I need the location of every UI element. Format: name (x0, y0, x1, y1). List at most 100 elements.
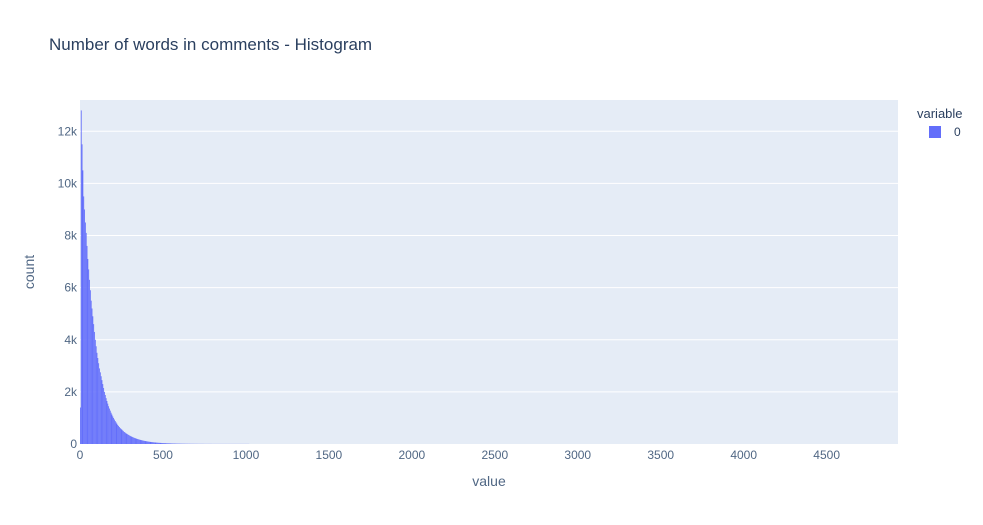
histogram-bar[interactable] (168, 443, 170, 444)
histogram-bar[interactable] (164, 443, 166, 444)
histogram-bar[interactable] (99, 368, 100, 444)
histogram-bar[interactable] (161, 442, 163, 444)
histogram-bar[interactable] (159, 442, 161, 444)
histogram-bar[interactable] (118, 426, 119, 444)
histogram-bar[interactable] (105, 398, 107, 444)
histogram-bar[interactable] (84, 209, 85, 444)
histogram-bar[interactable] (124, 432, 126, 444)
histogram-bar[interactable] (96, 352, 98, 444)
histogram-bar[interactable] (138, 439, 140, 444)
histogram-bar[interactable] (109, 410, 111, 444)
histogram-bar[interactable] (166, 443, 168, 444)
histogram-bar[interactable] (135, 438, 137, 444)
histogram-bar[interactable] (143, 440, 145, 444)
histogram-bar[interactable] (143, 440, 144, 444)
histogram-bar[interactable] (128, 435, 130, 444)
histogram-bar[interactable] (165, 443, 167, 444)
histogram-bar[interactable] (158, 442, 160, 444)
histogram-bar[interactable] (171, 443, 173, 444)
histogram-bar[interactable] (106, 401, 108, 444)
histogram-bar[interactable] (153, 442, 155, 444)
histogram-bar[interactable] (157, 442, 159, 444)
histogram-bar[interactable] (81, 144, 83, 444)
plot-area[interactable] (80, 100, 898, 444)
histogram-bar[interactable] (102, 384, 104, 444)
histogram-bar[interactable] (85, 232, 87, 444)
histogram-bar[interactable] (117, 424, 119, 444)
histogram-bar[interactable] (162, 443, 164, 444)
histogram-bar[interactable] (140, 440, 142, 444)
histogram-bar[interactable] (86, 245, 88, 444)
histogram-bar[interactable] (141, 440, 143, 444)
histogram-bar[interactable] (130, 436, 132, 444)
histogram-bar[interactable] (157, 442, 158, 444)
histogram-bar[interactable] (98, 363, 100, 444)
histogram-bar[interactable] (137, 439, 139, 444)
histogram-bar[interactable] (131, 436, 133, 444)
histogram-bar[interactable] (113, 417, 115, 444)
histogram-bar[interactable] (97, 358, 99, 444)
histogram-bar[interactable] (80, 407, 81, 444)
histogram-bar[interactable] (155, 442, 157, 444)
histogram-bar[interactable] (112, 416, 114, 444)
histogram-bar[interactable] (83, 196, 85, 444)
histogram-bar[interactable] (134, 438, 136, 444)
histogram-bar[interactable] (123, 431, 124, 444)
histogram-bar[interactable] (91, 308, 93, 444)
histogram-bar[interactable] (148, 441, 150, 444)
histogram-bar[interactable] (125, 433, 127, 444)
histogram-bar[interactable] (138, 439, 139, 444)
histogram-bar[interactable] (104, 395, 106, 444)
histogram-bar[interactable] (149, 441, 151, 444)
histogram-bar[interactable] (122, 430, 124, 444)
histogram-bar[interactable] (153, 442, 154, 444)
histogram-bar[interactable] (99, 372, 101, 444)
histogram-bar[interactable] (107, 403, 109, 444)
histogram-bar[interactable] (136, 438, 138, 444)
histogram-bar[interactable] (146, 441, 148, 444)
histogram-bar[interactable] (89, 279, 90, 444)
histogram-bar[interactable] (94, 331, 95, 444)
histogram-bar[interactable] (167, 443, 169, 444)
histogram-bar[interactable] (148, 441, 149, 444)
histogram-bar[interactable] (170, 443, 172, 444)
histogram-bar[interactable] (115, 422, 117, 444)
histogram-bar[interactable] (132, 437, 134, 444)
histogram-bar[interactable] (89, 290, 91, 444)
histogram-bar[interactable] (123, 432, 125, 444)
histogram-bar[interactable] (151, 442, 153, 444)
histogram-bar[interactable] (101, 380, 103, 444)
histogram-bar[interactable] (128, 434, 129, 444)
histogram-bar[interactable] (104, 391, 105, 444)
histogram-bar[interactable] (126, 433, 128, 444)
histogram-bar[interactable] (144, 441, 146, 444)
histogram-bar[interactable] (87, 258, 89, 444)
histogram-bar[interactable] (133, 437, 134, 444)
histogram-bar[interactable] (167, 443, 168, 444)
histogram-bar[interactable] (88, 269, 90, 444)
histogram-bar[interactable] (156, 442, 158, 444)
histogram-bar[interactable] (145, 441, 147, 444)
histogram-bar[interactable] (100, 376, 102, 444)
histogram-bar[interactable] (133, 437, 135, 444)
histogram-bar[interactable] (90, 300, 92, 444)
histogram-bar[interactable] (103, 387, 105, 444)
histogram-bar[interactable] (111, 414, 113, 444)
histogram-bar[interactable] (172, 443, 173, 444)
histogram-bar[interactable] (119, 428, 121, 444)
histogram-bar[interactable] (84, 222, 86, 444)
histogram-bar[interactable] (162, 443, 163, 444)
histogram-bar[interactable] (139, 439, 141, 444)
histogram-bar[interactable] (116, 423, 118, 444)
histogram-bar[interactable] (110, 412, 112, 444)
histogram-bar[interactable] (129, 435, 131, 444)
histogram-bar[interactable] (160, 442, 162, 444)
histogram-bar[interactable] (147, 441, 149, 444)
histogram-bar[interactable] (169, 443, 171, 444)
histogram-bar[interactable] (142, 440, 144, 444)
legend-item-0[interactable]: 0 (929, 125, 961, 139)
histogram-bar[interactable] (80, 110, 82, 444)
histogram-bar[interactable] (114, 421, 116, 444)
histogram-bar[interactable] (163, 443, 165, 444)
histogram-bar[interactable] (109, 408, 110, 444)
